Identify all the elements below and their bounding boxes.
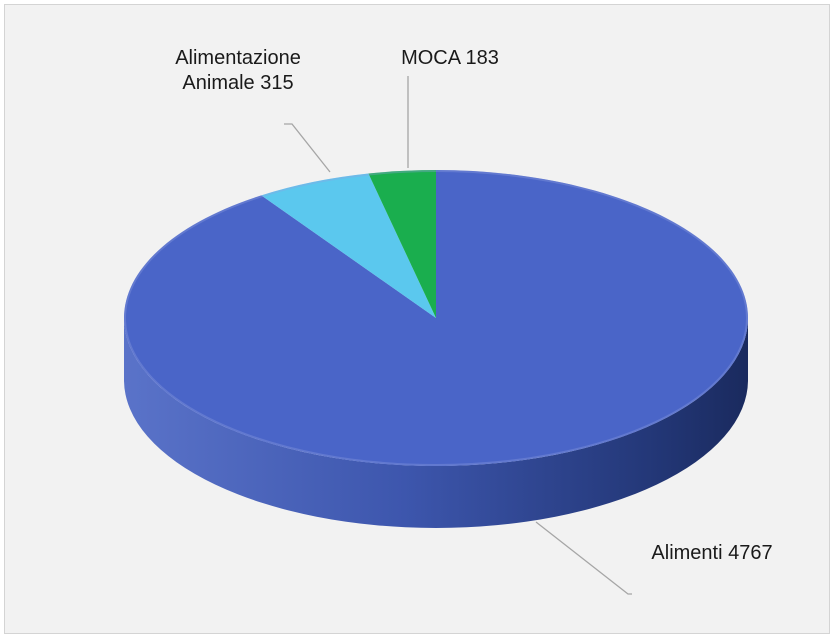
pie-top-rim — [124, 170, 748, 466]
slice-label-moca: MOCA 183 — [401, 47, 499, 69]
slice-label-alimentazione-animale: Alimentazione Animale 315 — [158, 46, 318, 96]
leader-line-alimentazione-animale — [284, 123, 331, 173]
slice-label-alimentazione-line1: Alimentazione — [175, 47, 301, 69]
slice-label-alimentazione-line2: Animale 315 — [182, 72, 294, 94]
pie-side-alimenti — [124, 318, 748, 528]
leader-line-alimenti — [535, 521, 632, 595]
slice-label-alimenti: Alimenti 4767 — [651, 542, 773, 564]
